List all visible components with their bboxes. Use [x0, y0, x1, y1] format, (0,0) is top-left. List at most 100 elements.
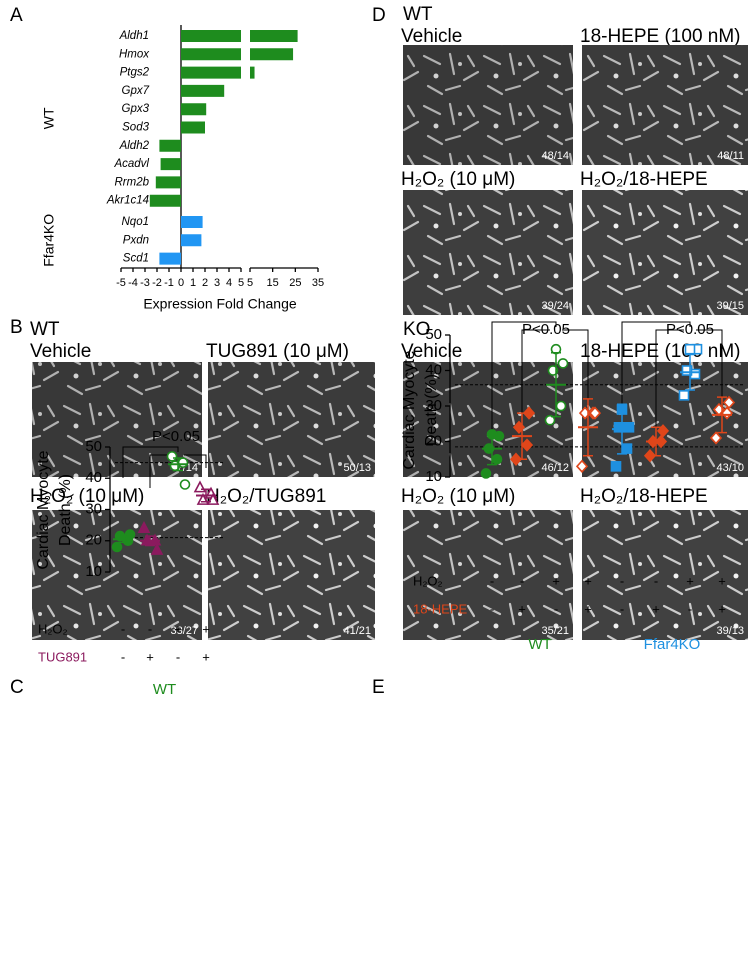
group: [480, 429, 505, 479]
y-tick-label: 10: [425, 468, 442, 485]
y-tick-label: 10: [85, 563, 102, 580]
bar: [181, 30, 298, 42]
panel-label: C: [10, 677, 24, 698]
category-label: Hmox: [119, 48, 150, 60]
condition-sign: +: [202, 649, 210, 664]
x-tick-label: -1: [164, 277, 174, 289]
data-point: [610, 461, 622, 472]
y-axis-label: Cardiac Myocyte: [35, 450, 52, 569]
micrograph: [582, 510, 748, 640]
x-tick-label: -2: [152, 277, 162, 289]
x-tick-label: 25: [289, 277, 301, 289]
bar: [149, 194, 181, 207]
micrograph: [32, 362, 202, 477]
group: [509, 406, 536, 466]
data-point: [684, 343, 696, 355]
significance-bracket: [491, 321, 557, 432]
data-point: [166, 451, 178, 462]
bar: [181, 234, 202, 247]
micrograph-count: 39/13: [716, 625, 744, 637]
annotation: P<0.05: [152, 428, 200, 445]
panel-label: B: [10, 317, 23, 338]
micrograph: [32, 510, 202, 640]
annotation: P<0.05: [666, 321, 714, 338]
micrograph-count: 48/11: [717, 150, 744, 162]
category-label: Gpx7: [122, 85, 150, 97]
data-point: [575, 459, 589, 474]
category-label: Nqo1: [122, 216, 150, 228]
data-point: [588, 406, 602, 420]
group: [137, 521, 164, 555]
data-point: [150, 542, 164, 555]
data-point: [678, 390, 690, 401]
significance-bracket: [184, 454, 207, 468]
category-label: Aldh2: [119, 140, 150, 152]
micrograph-group: WT: [30, 319, 60, 340]
category-label: Scd1: [123, 253, 149, 265]
condition-sign: -: [620, 573, 624, 588]
condition-sign: -: [148, 621, 152, 636]
condition-sign: -: [121, 621, 125, 636]
x-tick-label: 5: [238, 277, 244, 289]
condition-sign: -: [490, 573, 494, 588]
category-label: Gpx3: [122, 103, 150, 115]
condition-sign: +: [718, 601, 726, 616]
condition-sign: +: [552, 573, 560, 588]
x-tick-label: 4: [226, 277, 232, 289]
group: [193, 480, 220, 505]
micrograph-count: 39/15: [716, 300, 744, 312]
group: [166, 451, 191, 490]
condition-sign: +: [652, 601, 660, 616]
condition-sign: -: [520, 573, 524, 588]
micrograph: [208, 510, 375, 640]
micrograph-title: Vehicle: [401, 26, 462, 47]
micrograph: [208, 362, 375, 477]
data-point: [722, 395, 736, 410]
bar: [181, 216, 203, 228]
x-axis-label: Expression Fold Change: [143, 296, 297, 312]
y-tick-label: 30: [425, 397, 442, 414]
micrograph-title: TUG891 (10 μM): [206, 341, 349, 362]
condition-sign: -: [554, 601, 558, 616]
y-axis-label: Death (%): [57, 474, 74, 546]
y-axis-label: Cardiac Myocyte: [401, 350, 418, 469]
condition-sign: -: [490, 601, 494, 616]
micrograph-title: H₂O₂/TUG891: [206, 486, 326, 507]
category-label: Aldh1: [119, 30, 149, 42]
x-tick-label: 3: [214, 277, 220, 289]
micrograph: [582, 45, 748, 165]
data-point: [137, 521, 151, 534]
micrograph-title: Vehicle: [30, 341, 91, 362]
condition-label: H₂O₂: [413, 573, 443, 588]
group: [610, 403, 635, 472]
x-tick-label: 5: [247, 277, 253, 289]
category-label: Acadvl: [113, 158, 149, 170]
micrograph-count: 35/21: [541, 625, 569, 637]
x-tick-label: 1: [190, 277, 196, 289]
x-tick-label: 2: [202, 277, 208, 289]
data-point: [520, 438, 534, 452]
group: [678, 343, 703, 401]
bar: [159, 139, 181, 152]
data-point: [522, 406, 536, 420]
condition-sign: -: [176, 649, 180, 664]
panel-label: D: [372, 5, 386, 26]
micrograph-title: H₂O₂ (10 μM): [30, 486, 144, 507]
data-point: [656, 424, 670, 438]
micrograph-title: H₂O₂ (10 μM): [401, 169, 515, 190]
data-point: [111, 541, 123, 553]
significance-bracket: [562, 329, 589, 420]
group-label: Ffar4KO: [41, 214, 57, 267]
micrograph: [403, 510, 573, 640]
micrograph-count: 33/27: [170, 625, 198, 637]
data-point: [480, 468, 492, 479]
category-label: Pxdn: [123, 234, 149, 246]
data-point: [709, 431, 723, 445]
condition-label: TUG891: [38, 649, 87, 664]
bar: [155, 176, 181, 189]
significance-bracket: [696, 329, 723, 418]
micrograph-title: H₂O₂/18-HEPE: [580, 486, 708, 507]
group: [544, 343, 569, 426]
data-point: [621, 443, 633, 454]
